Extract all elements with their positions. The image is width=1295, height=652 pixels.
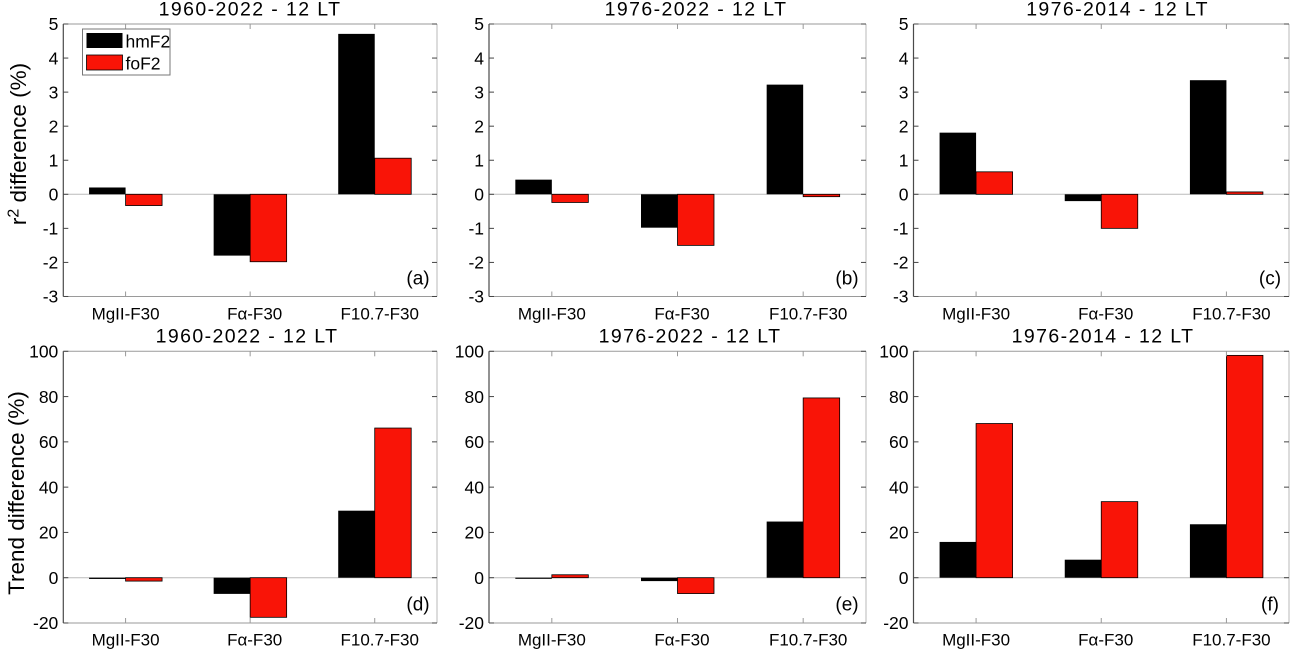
svg-text:-20: -20 (33, 613, 59, 633)
svg-text:5: 5 (899, 14, 909, 34)
svg-text:60: 60 (889, 432, 909, 452)
svg-text:40: 40 (465, 477, 485, 497)
svg-text:MgII-F30: MgII-F30 (518, 630, 586, 649)
svg-text:MgII-F30: MgII-F30 (518, 304, 586, 323)
svg-text:1976-2022 - 12 LT: 1976-2022 - 12 LT (605, 0, 788, 20)
svg-text:-20: -20 (883, 613, 909, 633)
svg-text:-3: -3 (43, 287, 59, 307)
svg-text:-2: -2 (468, 253, 484, 273)
svg-text:F10.7-F30: F10.7-F30 (341, 630, 419, 649)
svg-text:-3: -3 (893, 287, 909, 307)
svg-text:r2 difference (%): r2 difference (%) (6, 63, 32, 225)
svg-text:(f): (f) (1261, 595, 1279, 616)
svg-text:4: 4 (49, 48, 59, 68)
svg-text:F10.7-F30: F10.7-F30 (341, 304, 419, 323)
svg-text:1: 1 (899, 150, 909, 170)
svg-text:0: 0 (49, 568, 59, 588)
svg-text:hmF2: hmF2 (126, 32, 171, 52)
svg-text:2: 2 (899, 116, 909, 136)
svg-text:20: 20 (39, 523, 59, 543)
svg-text:(c): (c) (1259, 269, 1281, 290)
svg-text:1960-2022 - 12 LT: 1960-2022 - 12 LT (159, 0, 342, 20)
svg-text:1976-2014 - 12 LT: 1976-2014 - 12 LT (1026, 0, 1209, 20)
svg-text:40: 40 (39, 477, 59, 497)
svg-text:F10.7-F30: F10.7-F30 (1192, 304, 1270, 323)
svg-text:(e): (e) (835, 595, 858, 616)
svg-text:2: 2 (474, 116, 484, 136)
svg-text:0: 0 (899, 185, 909, 205)
svg-text:80: 80 (39, 387, 59, 407)
svg-text:F10.7-F30: F10.7-F30 (1192, 630, 1270, 649)
svg-text:80: 80 (465, 387, 485, 407)
svg-text:foF2: foF2 (126, 54, 161, 74)
svg-text:Fα-F30: Fα-F30 (1078, 630, 1133, 649)
svg-text:-2: -2 (893, 253, 909, 273)
svg-text:1976-2014 - 12 LT: 1976-2014 - 12 LT (1012, 326, 1195, 348)
svg-text:1: 1 (474, 150, 484, 170)
svg-text:-1: -1 (43, 219, 59, 239)
svg-text:5: 5 (474, 14, 484, 34)
svg-text:F10.7-F30: F10.7-F30 (769, 630, 847, 649)
svg-text:Fα-F30: Fα-F30 (1078, 304, 1133, 323)
svg-text:F10.7-F30: F10.7-F30 (769, 304, 847, 323)
svg-text:(d): (d) (406, 595, 429, 616)
svg-text:(a): (a) (406, 269, 429, 290)
svg-text:-20: -20 (459, 613, 485, 633)
svg-text:MgII-F30: MgII-F30 (942, 630, 1010, 649)
svg-text:(b): (b) (835, 269, 858, 290)
svg-text:0: 0 (474, 185, 484, 205)
svg-text:40: 40 (889, 477, 909, 497)
svg-text:Fα-F30: Fα-F30 (654, 630, 709, 649)
svg-text:Fα-F30: Fα-F30 (227, 304, 282, 323)
svg-text:-3: -3 (468, 287, 484, 307)
svg-text:60: 60 (465, 432, 485, 452)
svg-text:1976-2022 - 12 LT: 1976-2022 - 12 LT (599, 326, 782, 348)
svg-text:-1: -1 (893, 219, 909, 239)
svg-text:20: 20 (889, 523, 909, 543)
svg-text:100: 100 (29, 342, 58, 362)
svg-text:3: 3 (49, 82, 59, 102)
svg-text:0: 0 (899, 568, 909, 588)
svg-text:1: 1 (49, 150, 59, 170)
svg-text:-2: -2 (43, 253, 59, 273)
svg-text:Fα-F30: Fα-F30 (654, 304, 709, 323)
svg-text:MgII-F30: MgII-F30 (942, 304, 1010, 323)
svg-text:5: 5 (49, 14, 59, 34)
svg-text:80: 80 (889, 387, 909, 407)
svg-text:60: 60 (39, 432, 59, 452)
svg-text:0: 0 (474, 568, 484, 588)
svg-text:-1: -1 (468, 219, 484, 239)
svg-text:2: 2 (49, 116, 59, 136)
svg-text:0: 0 (49, 185, 59, 205)
svg-text:1960-2022 - 12 LT: 1960-2022 - 12 LT (156, 326, 339, 348)
svg-text:4: 4 (474, 48, 484, 68)
svg-text:Trend difference (%): Trend difference (%) (4, 391, 29, 595)
svg-text:MgII-F30: MgII-F30 (92, 630, 160, 649)
svg-text:20: 20 (465, 523, 485, 543)
svg-text:Fα-F30: Fα-F30 (227, 630, 282, 649)
svg-text:4: 4 (899, 48, 909, 68)
svg-text:3: 3 (474, 82, 484, 102)
svg-text:100: 100 (455, 342, 484, 362)
svg-text:3: 3 (899, 82, 909, 102)
svg-text:100: 100 (879, 342, 908, 362)
svg-text:MgII-F30: MgII-F30 (92, 304, 160, 323)
